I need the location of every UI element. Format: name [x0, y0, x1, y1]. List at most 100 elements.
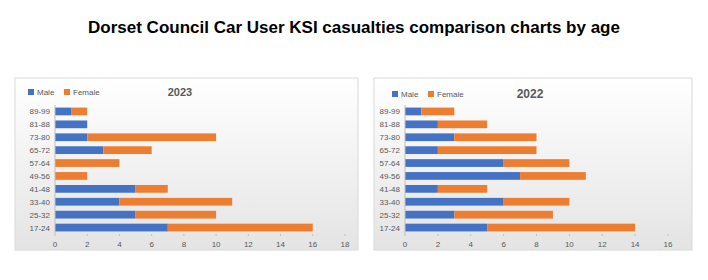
category-label: 81-88	[30, 120, 51, 129]
x-tick	[183, 234, 184, 236]
bar	[71, 108, 87, 116]
y-axis-line	[405, 105, 406, 234]
x-tick	[248, 234, 249, 236]
bars	[55, 108, 313, 232]
category-label: 89-99	[30, 107, 51, 116]
bar	[55, 146, 103, 154]
page-title: Dorset Council Car User KSI casualties c…	[88, 18, 620, 37]
x-tick	[602, 234, 603, 236]
x-tick	[119, 234, 120, 236]
x-tick-label: 4	[469, 240, 474, 249]
x-tick	[345, 234, 346, 236]
bar	[405, 224, 487, 232]
x-tick-label: 0	[403, 240, 408, 249]
bar	[421, 108, 454, 116]
bar	[405, 211, 454, 219]
bar	[405, 120, 438, 128]
x-tick	[503, 234, 504, 236]
x-tick	[569, 234, 570, 236]
x-tick	[470, 234, 471, 236]
category-label: 73-80	[380, 133, 401, 142]
x-tick-label: 16	[664, 240, 673, 249]
chart-title: 2023	[168, 86, 192, 98]
page: Dorset Council Car User KSI casualties c…	[0, 0, 708, 280]
x-tick-label: 12	[598, 240, 607, 249]
x-tick	[536, 234, 537, 236]
legend-label: Female	[73, 88, 100, 97]
x-tick-label: 14	[631, 240, 640, 249]
x-tick	[668, 234, 669, 236]
y-axis-line	[55, 105, 56, 234]
legend-swatch	[64, 89, 70, 95]
bar	[55, 198, 119, 206]
x-tick-label: 14	[276, 240, 285, 249]
category-label: 41-48	[380, 185, 401, 194]
bar	[87, 120, 88, 128]
category-label: 89-99	[380, 107, 401, 116]
bar	[136, 211, 217, 219]
bar	[55, 172, 87, 180]
legend-label: Female	[437, 90, 464, 99]
x-tick	[280, 234, 281, 236]
bar	[405, 108, 421, 116]
x-tick	[437, 234, 438, 236]
bar	[504, 159, 570, 167]
category-label: 49-56	[30, 172, 51, 181]
bar	[55, 185, 136, 193]
x-tick	[635, 234, 636, 236]
legend-swatch	[392, 91, 398, 97]
bar	[405, 185, 438, 193]
x-tick-label: 10	[565, 240, 574, 249]
bar	[168, 224, 313, 232]
bar	[119, 198, 232, 206]
category-label: 49-56	[380, 172, 401, 181]
x-tick-label: 10	[212, 240, 221, 249]
category-label: 17-24	[380, 224, 401, 233]
bar	[405, 159, 504, 167]
x-tick-label: 2	[85, 240, 90, 249]
chart-background	[374, 78, 692, 250]
bar	[438, 120, 487, 128]
x-tick-label: 8	[534, 240, 539, 249]
chart: 2022MaleFemale17-2425-3233-4041-4849-565…	[374, 78, 692, 250]
bar	[438, 146, 537, 154]
bar	[55, 211, 136, 219]
bar	[55, 108, 71, 116]
bar	[405, 133, 454, 141]
legend-label: Male	[37, 88, 55, 97]
x-tick-label: 16	[308, 240, 317, 249]
x-tick-label: 2	[436, 240, 441, 249]
category-label: 33-40	[380, 198, 401, 207]
bar	[487, 224, 635, 232]
x-tick	[151, 234, 152, 236]
chart-background	[15, 78, 358, 250]
category-label: 17-24	[30, 224, 51, 233]
bar	[136, 185, 168, 193]
bar	[405, 172, 520, 180]
x-tick	[55, 234, 56, 236]
category-label: 41-48	[30, 185, 51, 194]
category-label: 33-40	[30, 198, 51, 207]
bar	[405, 198, 504, 206]
bar	[103, 146, 151, 154]
bar	[55, 224, 168, 232]
category-label: 65-72	[30, 146, 51, 155]
x-tick	[87, 234, 88, 236]
category-label: 65-72	[380, 146, 401, 155]
category-label: 25-32	[30, 211, 51, 220]
bar	[55, 133, 87, 141]
category-label: 25-32	[380, 211, 401, 220]
x-tick-label: 12	[244, 240, 253, 249]
x-tick-label: 0	[53, 240, 58, 249]
category-label: 73-80	[30, 133, 51, 142]
legend-label: Male	[401, 90, 419, 99]
category-label: 57-64	[30, 159, 51, 168]
x-tick-label: 8	[182, 240, 187, 249]
bar	[55, 159, 119, 167]
category-label: 81-88	[380, 120, 401, 129]
x-tick	[405, 234, 406, 236]
x-tick-label: 18	[341, 240, 350, 249]
bars	[405, 108, 635, 232]
bar	[454, 211, 553, 219]
x-tick	[216, 234, 217, 236]
